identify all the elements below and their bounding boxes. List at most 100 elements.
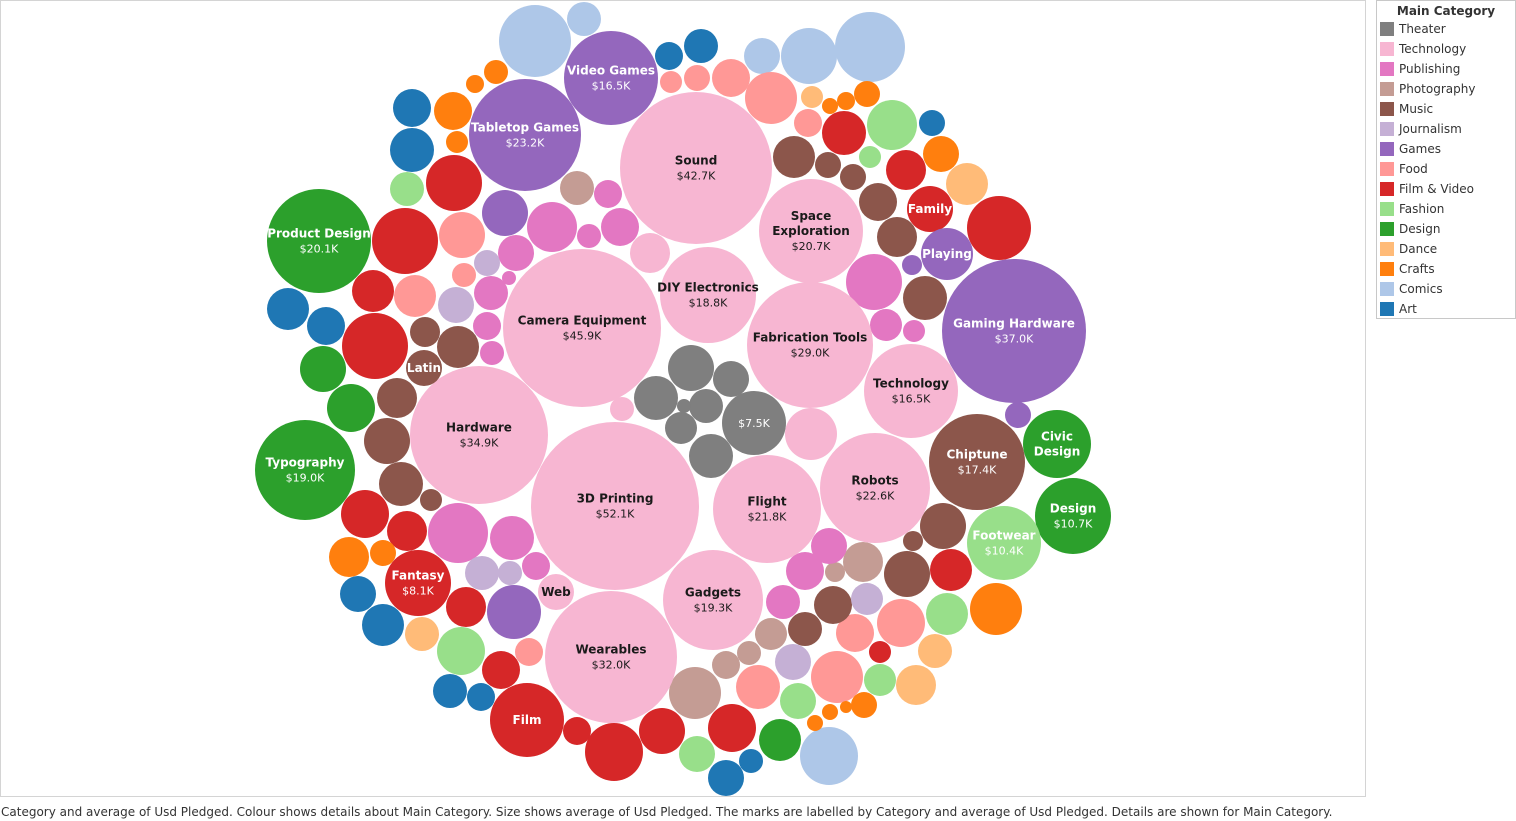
- bubble[interactable]: [394, 275, 436, 317]
- bubble[interactable]: [811, 651, 863, 703]
- bubble[interactable]: [886, 150, 926, 190]
- bubble[interactable]: [433, 674, 467, 708]
- bubble[interactable]: [377, 378, 417, 418]
- bubble[interactable]: [825, 562, 845, 582]
- bubble[interactable]: [929, 414, 1025, 510]
- bubble[interactable]: [712, 651, 740, 679]
- bubble[interactable]: [390, 128, 434, 172]
- bubble[interactable]: [490, 683, 564, 757]
- bubble[interactable]: [522, 552, 550, 580]
- bubble[interactable]: [601, 208, 639, 246]
- bubble-chart[interactable]: 3D Printing $52.1K Camera Equipment $45.9K S…: [1, 1, 1367, 798]
- bubble[interactable]: [340, 576, 376, 612]
- bubble[interactable]: [563, 717, 591, 745]
- bubble[interactable]: [410, 317, 440, 347]
- bubble[interactable]: [836, 614, 874, 652]
- legend-item[interactable]: Technology: [1380, 39, 1466, 59]
- bubble[interactable]: [708, 760, 744, 796]
- bubble[interactable]: [903, 531, 923, 551]
- bubble[interactable]: [788, 612, 822, 646]
- bubble[interactable]: [870, 309, 902, 341]
- bubble[interactable]: [877, 599, 925, 647]
- bubble[interactable]: [713, 455, 821, 563]
- bubble[interactable]: [564, 31, 658, 125]
- bubble[interactable]: [970, 583, 1022, 635]
- bubble[interactable]: [780, 683, 816, 719]
- bubble[interactable]: [919, 110, 945, 136]
- bubble[interactable]: [942, 259, 1086, 403]
- bubble[interactable]: [342, 313, 408, 379]
- bubble[interactable]: [267, 189, 371, 293]
- bubble[interactable]: [502, 271, 516, 285]
- bubble[interactable]: [474, 250, 500, 276]
- bubble[interactable]: [923, 136, 959, 172]
- bubble[interactable]: [918, 634, 952, 668]
- bubble[interactable]: [689, 389, 723, 423]
- bubble[interactable]: [393, 89, 431, 127]
- bubble[interactable]: [390, 172, 424, 206]
- bubble[interactable]: [840, 164, 866, 190]
- bubble[interactable]: [822, 98, 838, 114]
- bubble[interactable]: [499, 5, 571, 77]
- bubble[interactable]: [815, 152, 841, 178]
- bubble[interactable]: [807, 715, 823, 731]
- bubble[interactable]: [869, 641, 891, 663]
- bubble[interactable]: [487, 585, 541, 639]
- bubble[interactable]: [684, 29, 718, 63]
- bubble[interactable]: [665, 412, 697, 444]
- bubble[interactable]: [465, 556, 499, 590]
- legend-item[interactable]: Film & Video: [1380, 179, 1474, 199]
- bubble[interactable]: [387, 511, 427, 551]
- bubble[interactable]: [639, 708, 685, 754]
- bubble[interactable]: [515, 638, 543, 666]
- bubble[interactable]: [300, 346, 346, 392]
- bubble[interactable]: [620, 92, 772, 244]
- legend-item[interactable]: Theater: [1380, 19, 1446, 39]
- bubble[interactable]: [837, 92, 855, 110]
- bubble[interactable]: [766, 585, 800, 619]
- bubble[interactable]: [684, 65, 710, 91]
- bubble[interactable]: [755, 618, 787, 650]
- bubble[interactable]: [846, 254, 902, 310]
- bubble[interactable]: [538, 574, 574, 610]
- bubble[interactable]: [362, 604, 404, 646]
- bubble[interactable]: [811, 528, 847, 564]
- bubble[interactable]: [864, 344, 958, 438]
- bubble[interactable]: [372, 208, 438, 274]
- bubble[interactable]: [329, 537, 369, 577]
- bubble[interactable]: [851, 692, 877, 718]
- bubble[interactable]: [469, 79, 581, 191]
- bubble[interactable]: [801, 86, 823, 108]
- bubble[interactable]: [341, 490, 389, 538]
- bubble[interactable]: [594, 180, 622, 208]
- bubble[interactable]: [610, 397, 634, 421]
- bubble[interactable]: [781, 28, 837, 84]
- bubble[interactable]: [737, 641, 761, 665]
- bubble[interactable]: [560, 171, 594, 205]
- bubble[interactable]: [835, 12, 905, 82]
- bubble[interactable]: [660, 247, 756, 343]
- bubble[interactable]: [840, 701, 852, 713]
- bubble[interactable]: [967, 196, 1031, 260]
- bubble[interactable]: [634, 376, 678, 420]
- legend-item[interactable]: Music: [1380, 99, 1433, 119]
- bubble[interactable]: [677, 399, 691, 413]
- bubble[interactable]: [1035, 478, 1111, 554]
- bubble[interactable]: [867, 100, 917, 150]
- bubble[interactable]: [1023, 410, 1091, 478]
- bubble[interactable]: [577, 224, 601, 248]
- bubble[interactable]: [745, 72, 797, 124]
- bubble[interactable]: [567, 2, 601, 36]
- legend-item[interactable]: Art: [1380, 299, 1417, 319]
- bubble[interactable]: [437, 627, 485, 675]
- bubble[interactable]: [385, 550, 451, 616]
- bubble[interactable]: [967, 506, 1041, 580]
- bubble[interactable]: [428, 503, 488, 563]
- bubble[interactable]: [410, 366, 548, 504]
- bubble[interactable]: [739, 749, 763, 773]
- bubble[interactable]: [786, 552, 824, 590]
- bubble[interactable]: [902, 255, 922, 275]
- bubble[interactable]: [585, 723, 643, 781]
- bubble[interactable]: [452, 263, 476, 287]
- bubble[interactable]: [669, 667, 721, 719]
